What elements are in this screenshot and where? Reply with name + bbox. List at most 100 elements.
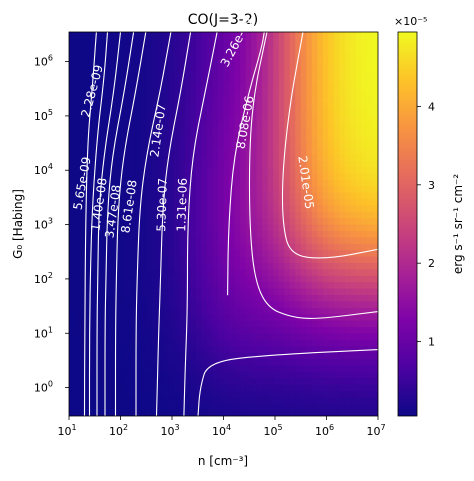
heatmap-cell (322, 89, 329, 97)
heatmap-cell (240, 307, 247, 315)
heatmap-cell (262, 326, 269, 334)
heatmap-cell (69, 160, 76, 167)
heatmap-cell (372, 345, 378, 353)
heatmap-cell (151, 384, 158, 391)
heatmap-cell (162, 345, 169, 353)
heatmap-cell (179, 172, 186, 180)
heatmap-cell (151, 160, 158, 167)
heatmap-cell (273, 185, 280, 193)
heatmap-cell (262, 160, 269, 167)
heatmap-cell (361, 217, 368, 225)
heatmap-cell (135, 64, 142, 71)
heatmap-cell (262, 51, 269, 59)
heatmap-cell (300, 185, 307, 193)
heatmap-cell (140, 332, 147, 340)
heatmap-cell (80, 364, 87, 372)
heatmap-cell (240, 320, 247, 327)
heatmap-cell (223, 326, 230, 334)
heatmap-cell (173, 377, 180, 385)
heatmap-cell (311, 320, 318, 327)
heatmap-cell (256, 262, 263, 270)
heatmap-cell (190, 332, 197, 340)
heatmap-cell (267, 140, 274, 148)
heatmap-cell (107, 275, 114, 283)
heatmap-cell (135, 44, 142, 52)
heatmap-cell (284, 108, 291, 116)
heatmap-cell (289, 313, 296, 321)
heatmap-cell (366, 294, 374, 302)
heatmap-cell (372, 198, 378, 206)
heatmap-cell (306, 44, 313, 52)
heatmap-cell (344, 352, 352, 359)
heatmap-cell (118, 217, 125, 225)
heatmap-cell (212, 44, 219, 52)
heatmap-cell (256, 185, 263, 193)
heatmap-cell (118, 307, 125, 315)
heatmap-cell (190, 102, 197, 110)
heatmap-cell (267, 198, 274, 206)
heatmap-cell (262, 211, 269, 219)
heatmap-cell (85, 409, 92, 416)
heatmap-cell (267, 179, 274, 187)
heatmap-cell (273, 192, 280, 199)
heatmap-cell (245, 204, 252, 212)
heatmap-cell (124, 140, 131, 148)
heatmap-cell (124, 332, 131, 340)
heatmap-cell (146, 339, 153, 347)
heatmap-cell (179, 345, 186, 353)
heatmap-cell (322, 332, 329, 340)
heatmap-cell (74, 57, 81, 65)
heatmap-cell (140, 204, 147, 212)
colorbar-scale-label: ×10⁻⁵ (394, 15, 427, 28)
heatmap-cell (212, 185, 219, 193)
heatmap-cell (168, 44, 175, 52)
heatmap-cell (311, 140, 318, 148)
heatmap-cell (162, 64, 169, 71)
heatmap-cell (206, 108, 214, 116)
heatmap-cell (267, 384, 274, 391)
heatmap-cell (273, 51, 280, 59)
heatmap-cell (355, 236, 363, 244)
heatmap-cell (229, 38, 236, 46)
heatmap-cell (372, 89, 378, 97)
heatmap-cell (124, 275, 131, 283)
heatmap-cell (284, 371, 291, 379)
heatmap-cell (80, 256, 87, 263)
heatmap-cell (129, 384, 136, 391)
heatmap-cell (229, 384, 236, 391)
heatmap-cell (212, 76, 219, 84)
heatmap-cell (118, 128, 125, 135)
heatmap-cell (173, 134, 180, 142)
heatmap-cell (328, 44, 335, 52)
heatmap-cell (129, 166, 136, 174)
heatmap-cell (118, 243, 125, 251)
heatmap-cell (124, 288, 131, 295)
heatmap-cell (278, 320, 285, 327)
heatmap-cell (350, 76, 357, 84)
heatmap-cell (85, 256, 92, 263)
heatmap-cell (234, 185, 241, 193)
heatmap-cell (311, 294, 318, 302)
heatmap-cell (129, 147, 136, 155)
heatmap-cell (251, 313, 258, 321)
heatmap-cell (256, 294, 263, 302)
heatmap-cell (262, 172, 269, 180)
heatmap-cell (366, 89, 374, 97)
heatmap-cell (328, 236, 335, 244)
heatmap-cell (278, 217, 285, 225)
heatmap-cell (201, 128, 208, 135)
heatmap-cell (135, 313, 142, 321)
heatmap-cell (69, 96, 76, 103)
heatmap-cell (206, 371, 214, 379)
heatmap-cell (151, 38, 158, 46)
heatmap-cell (311, 281, 318, 289)
heatmap-cell (223, 198, 230, 206)
heatmap-cell (295, 108, 302, 116)
heatmap-cell (212, 326, 219, 334)
heatmap-cell (317, 390, 324, 398)
heatmap-cell (339, 179, 346, 187)
heatmap-cell (289, 32, 296, 39)
heatmap-cell (333, 128, 340, 135)
y-tick-label: 100 (34, 380, 53, 395)
heatmap-cell (173, 275, 180, 283)
